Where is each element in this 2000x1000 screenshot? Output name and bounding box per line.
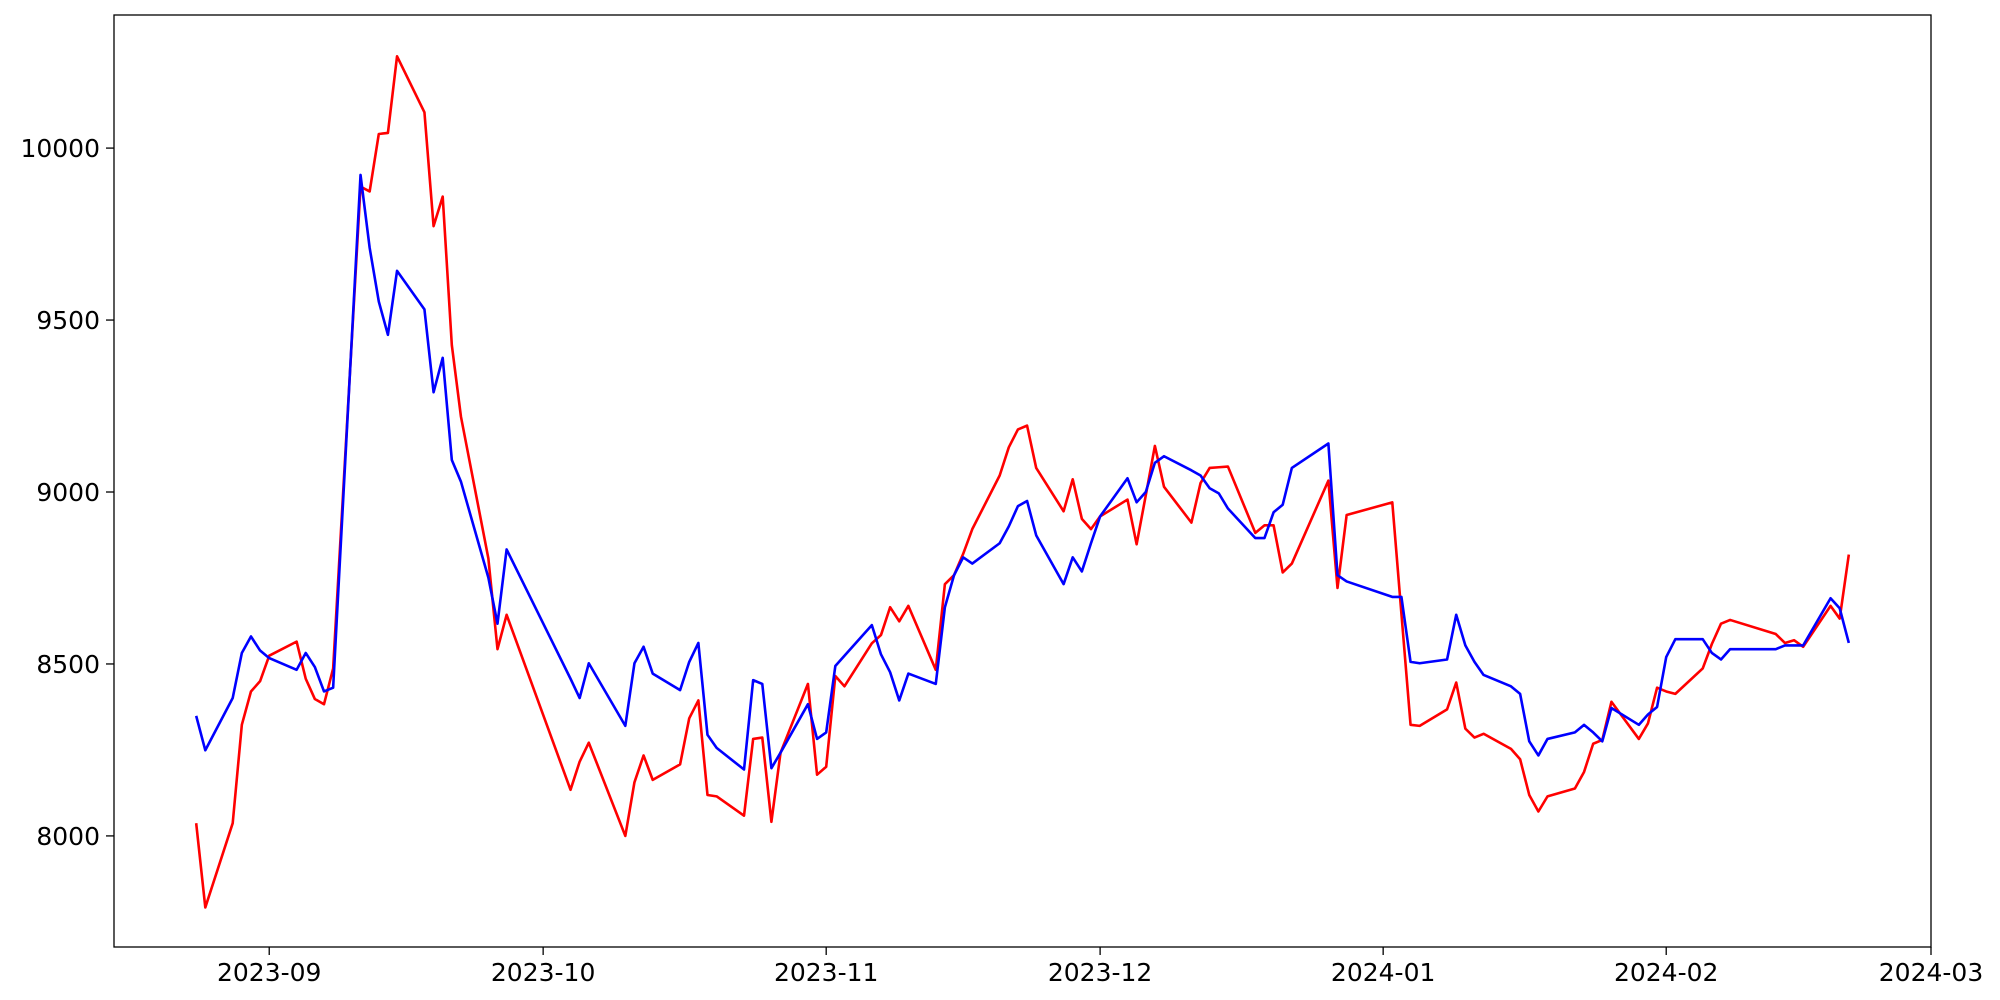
x-tick-label: 2024-03 [1879, 958, 1983, 987]
data-line [194, 54, 1851, 909]
x-tick-label: 2023-09 [217, 958, 321, 987]
y-tick-label: 9500 [36, 306, 100, 335]
plot-frame [113, 14, 1932, 948]
x-tick-label: 2024-02 [1614, 958, 1718, 987]
data-line [194, 173, 1851, 771]
y-tick-label: 8500 [36, 650, 100, 679]
x-tick-label: 2023-10 [491, 958, 595, 987]
y-tick-label: 10000 [20, 134, 100, 163]
x-tick-label: 2023-11 [774, 958, 878, 987]
x-tick-label: 2023-12 [1048, 958, 1152, 987]
x-tick-label: 2024-01 [1331, 958, 1435, 987]
y-tick-label: 8000 [36, 822, 100, 851]
y-tick-label: 9000 [36, 478, 100, 507]
